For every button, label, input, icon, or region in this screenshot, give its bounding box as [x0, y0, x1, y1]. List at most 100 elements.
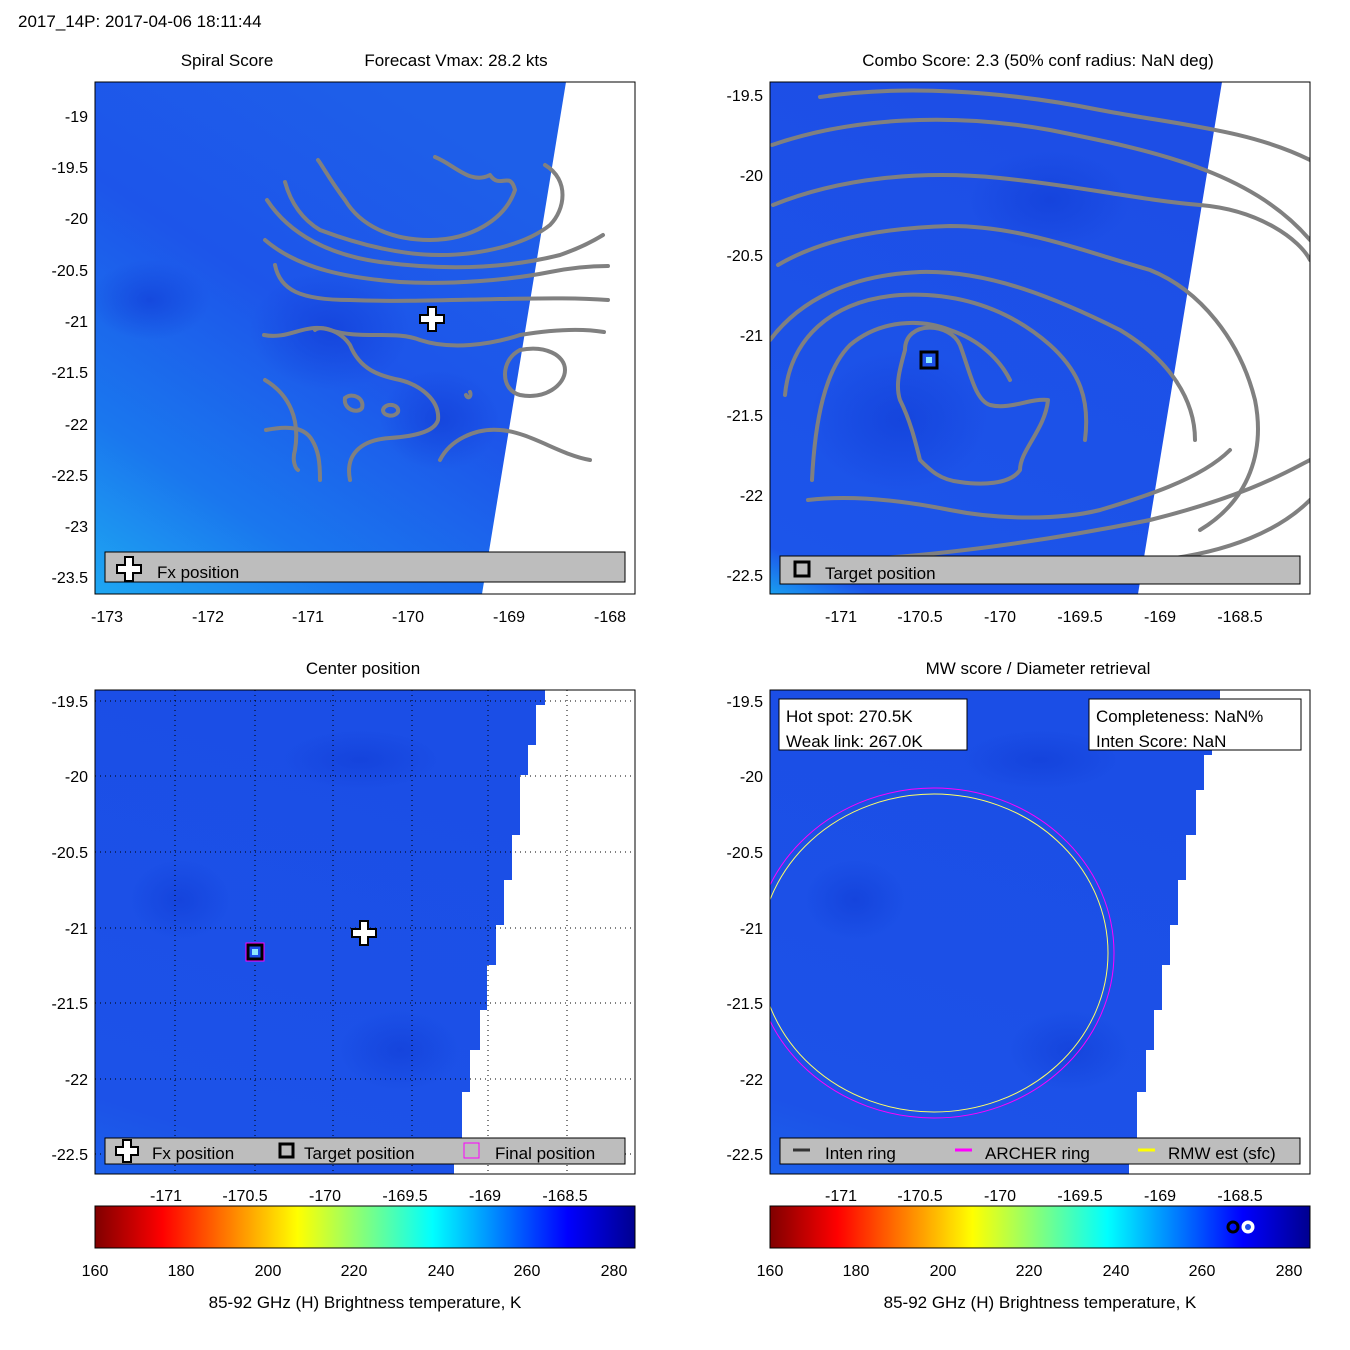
combo-cold-blob — [970, 150, 1130, 250]
combo-legend: Target position — [779, 555, 1301, 585]
combo-xticks: -171 -170.5 -170 -169.5 -169 -168.5 — [825, 609, 1263, 626]
spiral-yticks: -19 -19.5 -20 -20.5 -21 -21.5 -22 -22.5 … — [52, 109, 89, 587]
mw-ytick: -22 — [740, 1072, 763, 1089]
spiral-xtick: -170 — [392, 609, 424, 626]
mw-inten-score: Inten Score: NaN — [1096, 732, 1226, 751]
colorbar-right-gradient — [769, 1205, 1311, 1249]
center-target-inner — [252, 949, 258, 955]
center-legend-box — [104, 1137, 626, 1165]
spiral-xticks: -173 -172 -171 -170 -169 -168 — [91, 609, 626, 626]
colorbar-tick: 200 — [930, 1263, 957, 1280]
center-legend-target-icon — [278, 1142, 295, 1159]
colorbar-right: 160 180 200 220 240 260 280 85-92 GHz (H… — [757, 1205, 1311, 1312]
combo-yticks: -19.5 -20 -20.5 -21 -21.5 -22 -22.5 — [727, 88, 764, 585]
center-legend-final: Final position — [495, 1144, 595, 1163]
combo-ytick: -20 — [740, 168, 763, 185]
spiral-ytick: -20.5 — [52, 263, 89, 280]
mw-hot-spot: Hot spot: 270.5K — [786, 707, 913, 726]
mw-panel: MW score / Diameter retrieval Hot spot: … — [727, 659, 1311, 1205]
center-xtick: -170.5 — [222, 1188, 267, 1205]
spiral-ytick: -21 — [65, 314, 88, 331]
mw-xtick: -170.5 — [897, 1188, 942, 1205]
mw-weak-link: Weak link: 267.0K — [786, 732, 923, 751]
center-ytick: -19.5 — [52, 694, 89, 711]
center-legend-target: Target position — [304, 1144, 415, 1163]
spiral-cold-blob — [95, 260, 210, 340]
spiral-panel: Spiral Score Forecast Vmax: 28.2 kts — [52, 51, 636, 626]
center-cold-blob — [280, 730, 440, 790]
colorbar-tick: 260 — [514, 1263, 541, 1280]
mw-ytick: -20 — [740, 769, 763, 786]
colorbar-left-label: 85-92 GHz (H) Brightness temperature, K — [209, 1293, 522, 1312]
mw-cold-blob — [805, 860, 905, 940]
spiral-ytick: -19.5 — [52, 160, 89, 177]
colorbar-tick: 280 — [601, 1263, 628, 1280]
mw-yticks: -19.5 -20 -20.5 -21 -21.5 -22 -22.5 — [727, 694, 764, 1164]
figure-title: 2017_14P: 2017-04-06 18:11:44 — [18, 12, 262, 31]
center-final-outline — [245, 942, 265, 962]
spiral-legend-box — [104, 551, 626, 583]
center-target-marker[interactable] — [245, 942, 265, 962]
spiral-xtick: -171 — [292, 609, 324, 626]
combo-target-marker[interactable] — [919, 350, 939, 370]
colorbar-left: 160 180 200 220 240 260 280 85-92 GHz (H… — [82, 1205, 636, 1312]
spiral-contours — [262, 155, 610, 482]
mw-hotspot-box: Hot spot: 270.5K Weak link: 267.0K — [778, 698, 968, 751]
mw-ytick: -20.5 — [727, 845, 764, 862]
spiral-ytick: -22.5 — [52, 468, 89, 485]
center-fx-marker[interactable] — [351, 920, 377, 946]
combo-xtick: -170.5 — [897, 609, 942, 626]
combo-target-inner — [926, 357, 932, 363]
spiral-xtick: -168 — [594, 609, 626, 626]
combo-xtick: -169.5 — [1057, 609, 1102, 626]
mw-xtick: -168.5 — [1217, 1188, 1262, 1205]
combo-ytick: -22 — [740, 488, 763, 505]
combo-axes — [769, 81, 1311, 595]
center-legend-fx: Fx position — [152, 1144, 234, 1163]
colorbar-weak-link-marker — [1226, 1220, 1240, 1234]
mw-legend-inten: Inten ring — [825, 1144, 896, 1163]
mw-xtick: -169.5 — [1057, 1188, 1102, 1205]
colorbar-tick: 280 — [1276, 1263, 1303, 1280]
center-axes — [94, 689, 636, 1175]
spiral-ytick: -22 — [65, 417, 88, 434]
colorbar-hot-spot-marker-center — [1245, 1224, 1251, 1230]
spiral-ytick: -23 — [65, 519, 88, 536]
center-xtick: -171 — [150, 1188, 182, 1205]
center-ytick: -21.5 — [52, 996, 89, 1013]
mw-cold-blob — [1010, 1010, 1130, 1090]
mw-completeness-bg — [1088, 698, 1302, 751]
colorbar-right-ticks: 160 180 200 220 240 260 280 — [757, 1263, 1303, 1280]
mw-cold-blob — [960, 730, 1120, 790]
combo-cold-blob — [810, 350, 990, 490]
combo-ytick: -22.5 — [727, 568, 764, 585]
mw-ytick: -21.5 — [727, 996, 764, 1013]
spiral-xtick: -172 — [192, 609, 224, 626]
mw-xtick: -170 — [984, 1188, 1016, 1205]
center-legend-final-icon — [463, 1142, 480, 1159]
center-legend: Fx position Target position Final positi… — [104, 1137, 626, 1165]
mw-title: MW score / Diameter retrieval — [926, 659, 1151, 678]
colorbar-left-ticks: 160 180 200 220 240 260 280 — [82, 1263, 628, 1280]
combo-legend-label: Target position — [825, 564, 936, 583]
center-panel: Center position — [52, 659, 636, 1205]
center-yticks: -19.5 -20 -20.5 -21 -21.5 -22 -22.5 — [52, 694, 89, 1164]
colorbar-tick: 180 — [168, 1263, 195, 1280]
combo-legend-box — [779, 555, 1301, 585]
mw-ytick: -19.5 — [727, 694, 764, 711]
colorbar-tick: 180 — [843, 1263, 870, 1280]
center-ytick: -20 — [65, 769, 88, 786]
spiral-fx-marker[interactable] — [419, 306, 445, 332]
combo-xtick: -168.5 — [1217, 609, 1262, 626]
center-cold-blob — [130, 860, 230, 940]
spiral-vmax: Forecast Vmax: 28.2 kts — [364, 51, 547, 70]
mw-hotspot-bg — [778, 698, 968, 751]
center-xtick: -169 — [469, 1188, 501, 1205]
spiral-ytick: -20 — [65, 211, 88, 228]
combo-ytick: -20.5 — [727, 248, 764, 265]
center-ytick: -22.5 — [52, 1147, 89, 1164]
combo-legend-target-icon — [793, 560, 811, 578]
mw-legend-box — [779, 1137, 1301, 1165]
combo-xtick: -171 — [825, 609, 857, 626]
spiral-legend-label: Fx position — [157, 563, 239, 582]
